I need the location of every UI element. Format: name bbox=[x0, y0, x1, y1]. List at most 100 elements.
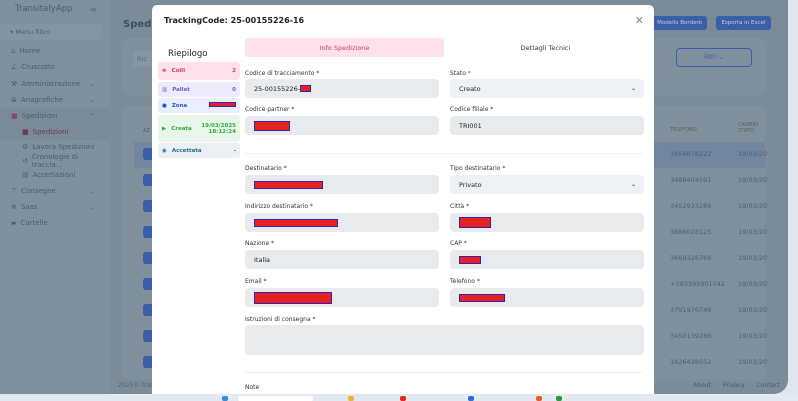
taskbar-app-icon[interactable] bbox=[536, 396, 542, 401]
label: Modello Borderò bbox=[657, 20, 702, 26]
value: - bbox=[233, 147, 236, 154]
nazione-label: Nazione * bbox=[245, 240, 275, 247]
boxes-icon: ❀ bbox=[162, 68, 167, 74]
start-icon[interactable] bbox=[222, 396, 228, 401]
taskbar-search[interactable] bbox=[238, 396, 313, 401]
sidebar-item-home[interactable]: ⌂ Home bbox=[0, 43, 110, 59]
partner-label: Codice partner * bbox=[245, 106, 295, 113]
value: TRI001 bbox=[459, 121, 482, 130]
stato-select[interactable]: Creato ⌄ bbox=[450, 79, 644, 98]
contact-link[interactable]: Contact bbox=[756, 382, 780, 389]
divider bbox=[244, 153, 642, 154]
taskbar-app-icon[interactable] bbox=[468, 396, 474, 401]
date: 19/03/20 bbox=[738, 176, 768, 184]
tracking-modal: TrackingCode: 25-00155226-16 ✕ Riepilogo… bbox=[152, 5, 654, 397]
tab-info-spedizione[interactable]: Info Spedizione bbox=[245, 38, 444, 57]
export-excel-button[interactable]: Esporta in Excel bbox=[716, 16, 771, 30]
tipo-select[interactable]: Privato ⌄ bbox=[450, 175, 644, 194]
sidebar-item-consegne[interactable]: ⊤ Consegne ⌄ bbox=[0, 183, 110, 199]
play-icon: ▶ bbox=[162, 125, 167, 132]
table-row[interactable]: 3669326768 19/03/20 bbox=[670, 254, 788, 262]
tab-dettagli-tecnici[interactable]: Dettagli Tecnici bbox=[446, 38, 645, 57]
signpost-icon: ⊤ bbox=[11, 187, 18, 195]
summary-creata: ▶ Creata 19/03/2025 18:12:24 bbox=[158, 115, 240, 142]
stato-label: Stato * bbox=[450, 70, 471, 77]
telefono-field[interactable] bbox=[450, 288, 644, 307]
phone: 3888028125 bbox=[670, 228, 712, 236]
taskbar-app-icon[interactable] bbox=[400, 396, 406, 401]
about-link[interactable]: About bbox=[693, 382, 711, 389]
date: 19/03/20 bbox=[738, 280, 768, 288]
phone: 3450139286 bbox=[670, 332, 712, 340]
label: Esporta in Excel bbox=[721, 20, 766, 26]
table-row[interactable]: 3452933286 19/03/20 bbox=[670, 202, 788, 210]
close-icon[interactable]: ✕ bbox=[634, 14, 644, 27]
sidebar-item-spedizioni-sub[interactable]: ■ Spedizioni bbox=[0, 124, 110, 140]
citta-field[interactable] bbox=[450, 213, 644, 232]
istruzioni-textarea[interactable] bbox=[245, 325, 644, 355]
cap-label: CAP * bbox=[450, 240, 467, 247]
destinatario-label: Destinatario * bbox=[245, 165, 287, 172]
chevron-down-icon: ⌄ bbox=[89, 187, 95, 195]
table-row[interactable]: 3456078222 19/03/20 bbox=[670, 150, 788, 158]
email-field[interactable] bbox=[245, 288, 439, 307]
filters-button[interactable]: Filtri ⌄ bbox=[676, 48, 752, 67]
modal-title: TrackingCode: 25-00155226-16 bbox=[164, 16, 305, 25]
label: Pallet bbox=[172, 86, 190, 93]
filiale-label: Codice filiale * bbox=[450, 106, 494, 113]
value bbox=[209, 102, 236, 109]
filiale-field[interactable]: TRI001 bbox=[450, 116, 644, 135]
indirizzo-field[interactable] bbox=[245, 213, 439, 232]
table-row[interactable]: 3791976746 19/03/20 bbox=[670, 306, 788, 314]
table-row[interactable]: 3888028125 19/03/20 bbox=[670, 228, 788, 236]
sidebar-item-lavora-spedizioni[interactable]: ⚙ Lavora Spedizioni bbox=[0, 139, 110, 155]
sidebar-item-cronologie[interactable]: ↺ Cronologie di traccia... bbox=[0, 153, 110, 169]
date: 19/03/20 bbox=[738, 150, 768, 158]
date: 19/03/20 bbox=[738, 202, 768, 210]
bordero-button[interactable]: Modello Borderò bbox=[652, 16, 707, 30]
wrench-icon: ⚒ bbox=[11, 80, 18, 88]
istruzioni-label: Istruzioni di consegna * bbox=[245, 316, 316, 323]
table-row[interactable]: 3488404591 19/03/20 bbox=[670, 176, 788, 184]
label: Spedizioni bbox=[21, 112, 58, 120]
text: Stato bbox=[450, 70, 466, 77]
chevron-up-icon: ^ bbox=[89, 112, 95, 120]
nazione-field[interactable]: Italia bbox=[245, 250, 439, 269]
taskbar-app-icon[interactable] bbox=[556, 396, 562, 401]
destinatario-field[interactable] bbox=[245, 175, 439, 194]
taskbar-app-icon[interactable] bbox=[348, 396, 354, 401]
tracking-field[interactable]: 25-00155226- bbox=[245, 79, 439, 98]
copyright: 2025© Transit bbox=[118, 382, 162, 389]
phone: 3488404591 bbox=[670, 176, 712, 184]
privacy-link[interactable]: Privacy bbox=[722, 382, 745, 389]
sidebar-item-cartelle[interactable]: ▰ Cartelle bbox=[0, 215, 110, 231]
globe-icon: ⊕ bbox=[11, 203, 17, 211]
sidebar-item-anagrafiche[interactable]: ≣ Anagrafiche ⌄ bbox=[0, 92, 110, 108]
value: Italia bbox=[254, 255, 271, 264]
phone: 3791976746 bbox=[670, 306, 712, 314]
table-row[interactable]: 3426428552 19/03/20 bbox=[670, 358, 788, 366]
label: Accettata bbox=[171, 147, 202, 154]
label: Lavora Spedizioni bbox=[32, 143, 95, 151]
partner-field[interactable] bbox=[245, 116, 439, 135]
sidebar-item-accettazioni[interactable]: ▤ Accettazioni bbox=[0, 167, 110, 183]
col-az: AZ bbox=[143, 128, 150, 134]
tracking-label: Codice di tracciamento * bbox=[245, 70, 320, 77]
cap-field[interactable] bbox=[450, 250, 644, 269]
sidebar-item-amministrazione[interactable]: ⚒ Amministrazione ⌄ bbox=[0, 76, 110, 92]
menu-toggle-icon[interactable]: ≡ bbox=[90, 5, 97, 14]
table-row[interactable]: 3450139286 19/03/20 bbox=[670, 332, 788, 340]
col-phone: TELEFONO bbox=[670, 127, 697, 133]
sidebar-item-saas[interactable]: ⊕ Saas ⌄ bbox=[0, 199, 110, 215]
sidebar-item-cruscotto[interactable]: ∠ Cruscotto bbox=[0, 59, 110, 75]
folder-icon: ▰ bbox=[11, 219, 17, 227]
history-icon: ↺ bbox=[22, 157, 28, 165]
label: Zona bbox=[171, 102, 188, 109]
menu-filter[interactable]: ▾ Menu filtro bbox=[0, 24, 103, 40]
email-label: Email * bbox=[245, 278, 267, 285]
sidebar-item-spedizioni[interactable]: ■ Spedizioni ^ bbox=[0, 108, 110, 124]
sidebar: TransitalyApp ≡ ▾ Menu filtro ⌂ Home ∠ Cru… bbox=[0, 0, 110, 394]
table-row[interactable]: +393395901042 19/03/20 bbox=[670, 280, 788, 288]
date: 19/03/20 bbox=[738, 306, 768, 314]
divider bbox=[244, 372, 642, 373]
